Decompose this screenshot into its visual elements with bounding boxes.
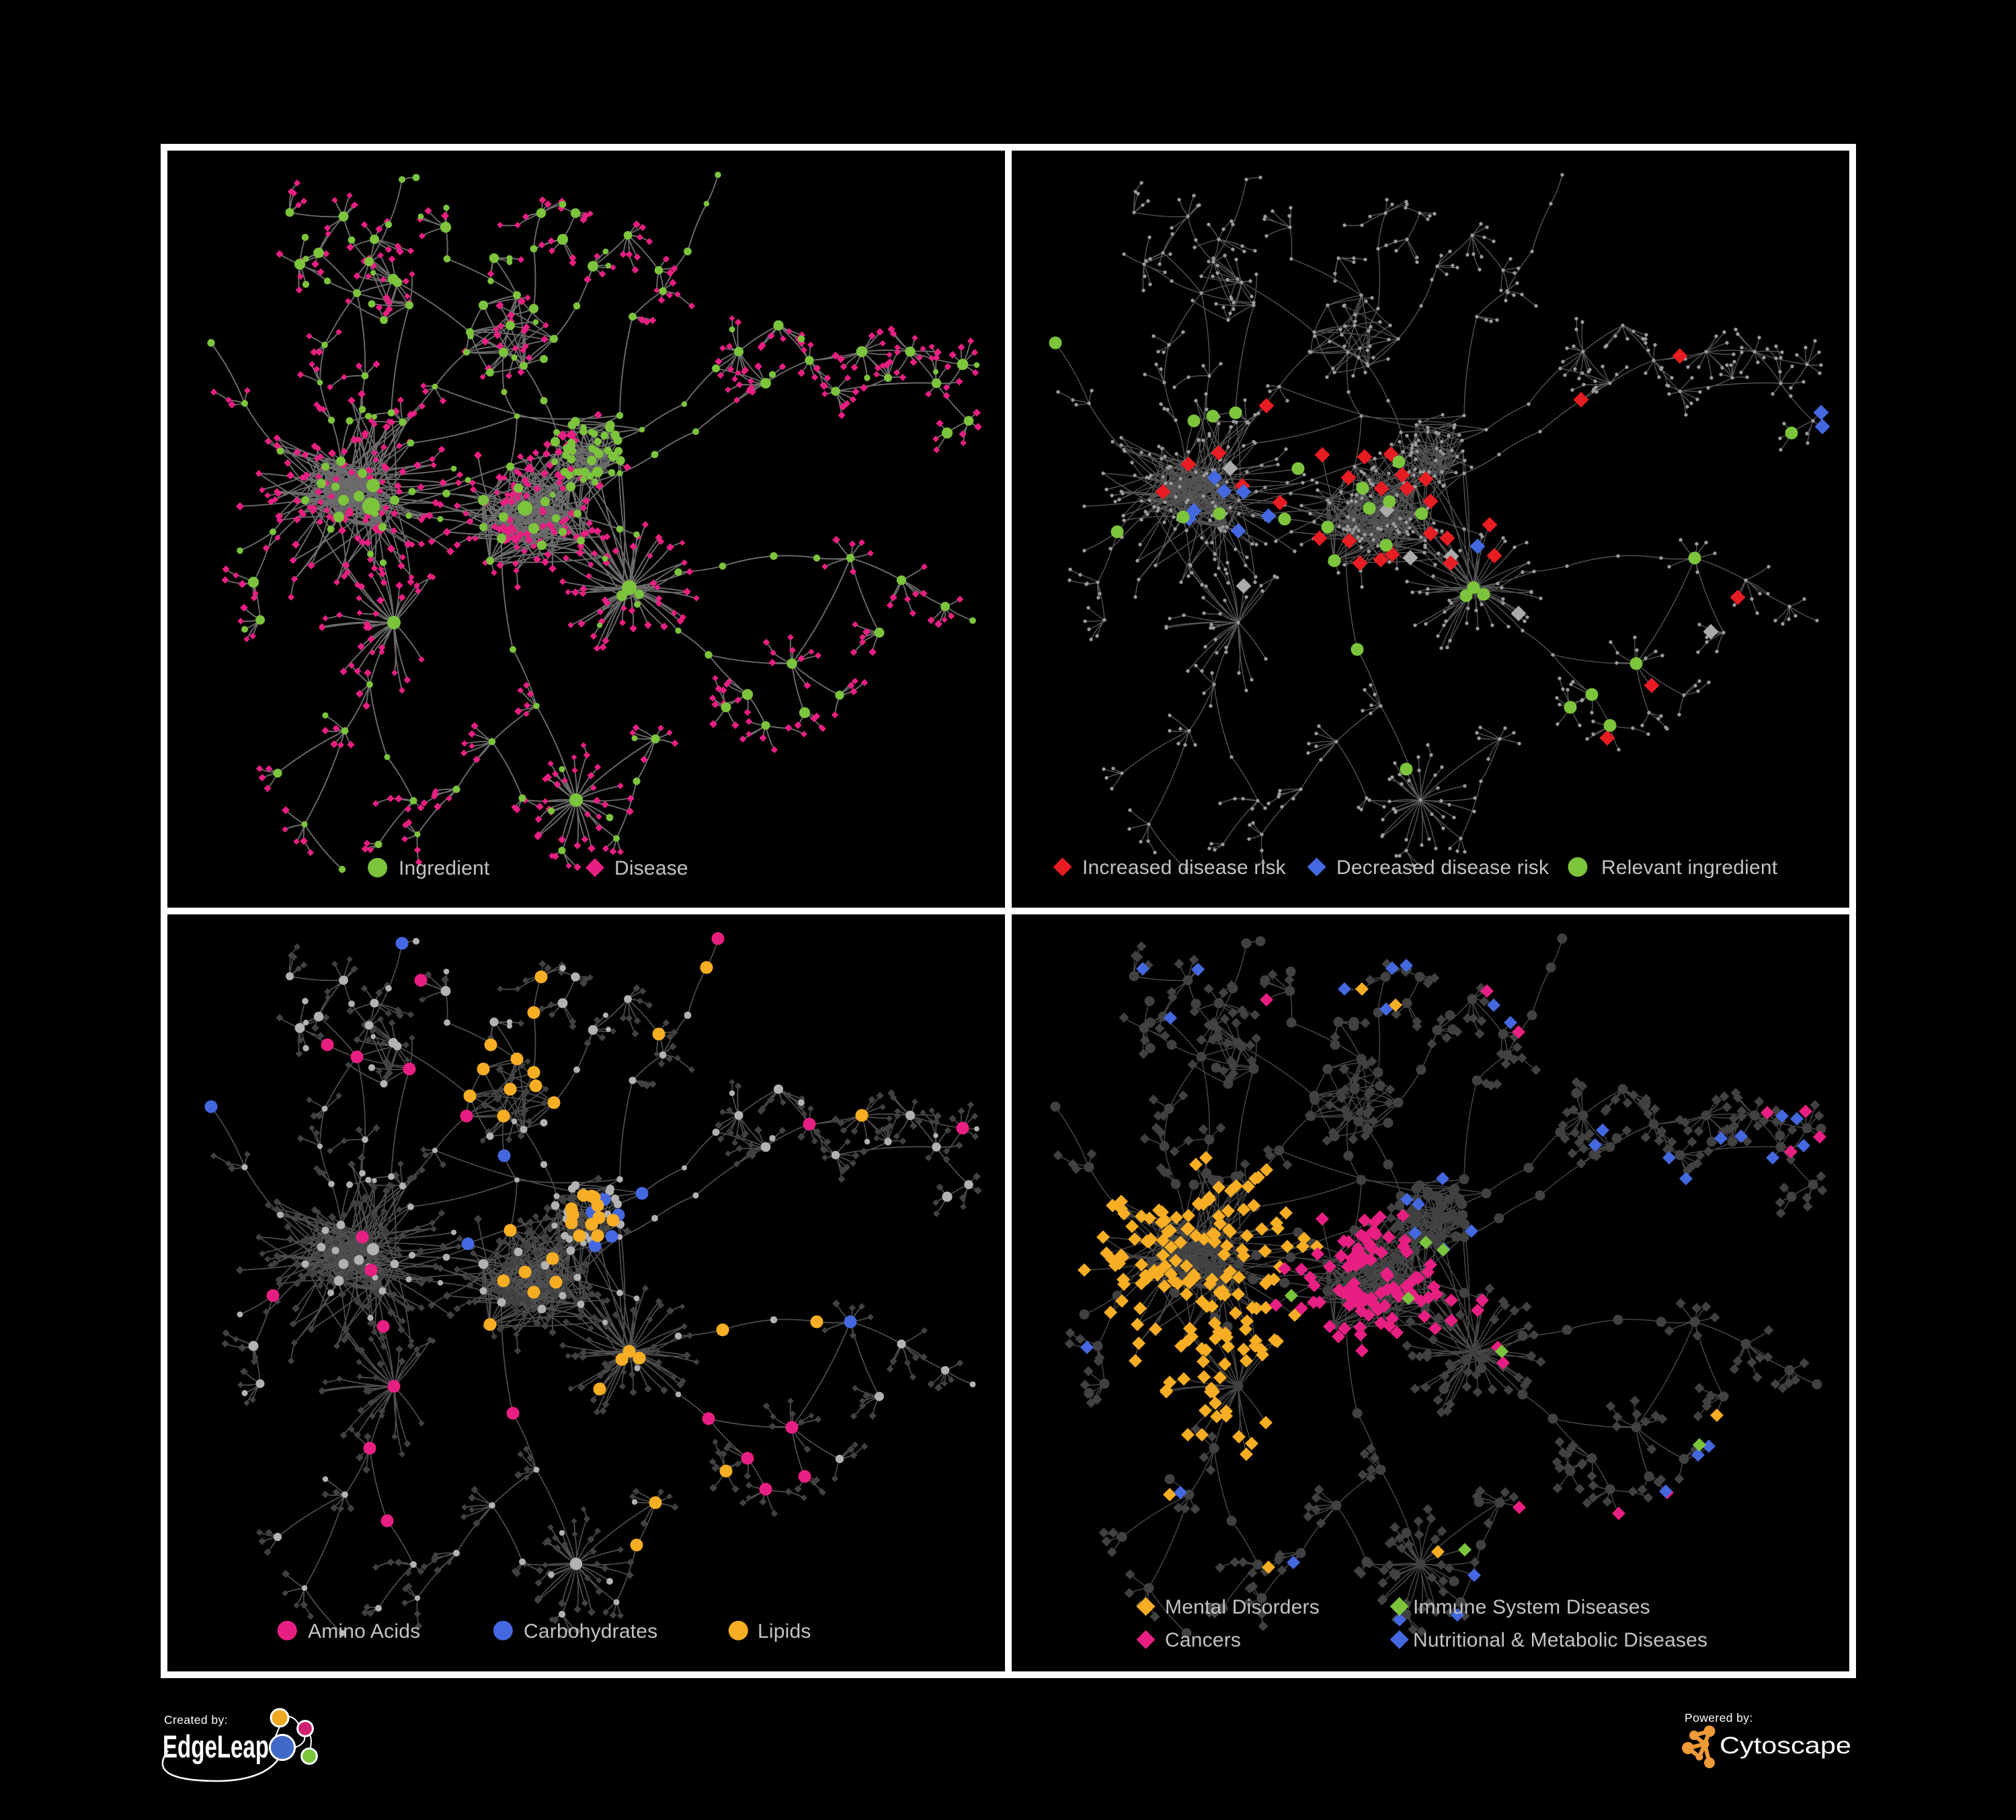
- svg-text:Carbohydrates: Carbohydrates: [524, 1620, 657, 1643]
- svg-text:Powered by:: Powered by:: [1685, 1711, 1753, 1725]
- svg-text:Increased disease risk: Increased disease risk: [1082, 857, 1287, 879]
- svg-text:Nutritional & Metabolic Diseas: Nutritional & Metabolic Diseases: [1413, 1629, 1707, 1651]
- svg-text:Decreased disease risk: Decreased disease risk: [1336, 857, 1549, 879]
- svg-text:Ingredient: Ingredient: [399, 857, 490, 879]
- svg-text:Cytoscape: Cytoscape: [1720, 1732, 1851, 1759]
- svg-text:Cancers: Cancers: [1165, 1629, 1241, 1651]
- svg-text:Immune System Diseases: Immune System Diseases: [1413, 1596, 1650, 1618]
- svg-text:Lipids: Lipids: [758, 1620, 811, 1643]
- svg-text:Disease: Disease: [614, 857, 688, 879]
- svg-text:Relevant ingredient: Relevant ingredient: [1601, 857, 1778, 879]
- svg-text:Amino Acids: Amino Acids: [308, 1620, 420, 1643]
- svg-text:EdgeLeap: EdgeLeap: [163, 1729, 269, 1764]
- svg-text:Created by:: Created by:: [164, 1713, 228, 1727]
- svg-text:Mental Disorders: Mental Disorders: [1165, 1596, 1320, 1618]
